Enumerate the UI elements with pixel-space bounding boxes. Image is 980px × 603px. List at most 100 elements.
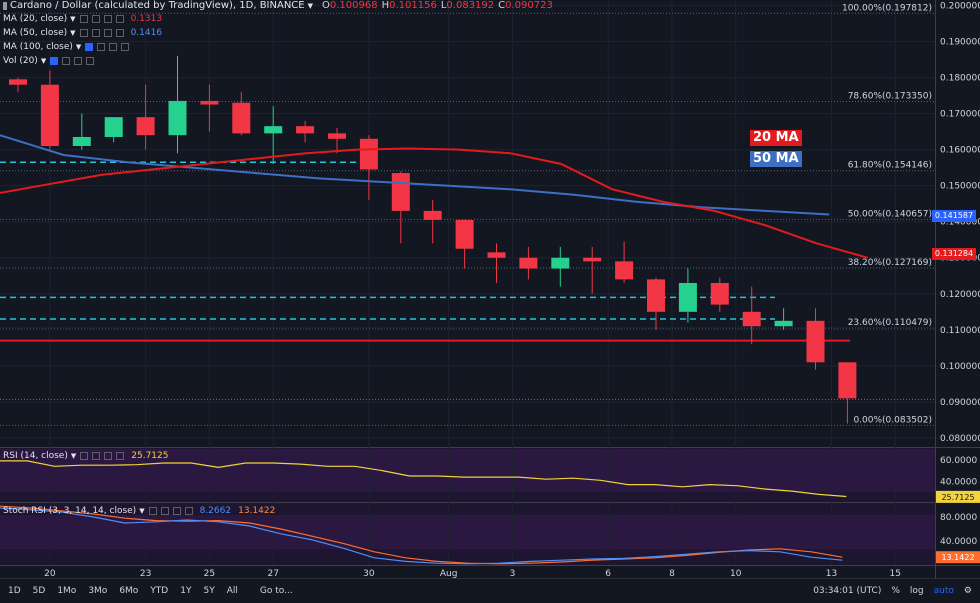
format-icon[interactable] [109,43,118,51]
candle[interactable] [710,277,729,312]
candle[interactable] [264,106,283,165]
candle[interactable] [774,308,793,330]
log-toggle[interactable]: log [909,586,924,596]
candle-body[interactable] [200,100,219,105]
range-button-ytd[interactable]: YTD [150,586,169,596]
candle-body[interactable] [774,320,793,327]
close-icon[interactable] [86,57,95,65]
settings-icon[interactable] [62,57,71,65]
close-icon[interactable] [116,452,125,460]
candle-body[interactable] [647,279,665,312]
candle[interactable] [9,77,27,92]
goto-button[interactable]: Go to... [259,586,293,596]
range-button-all[interactable]: All [226,586,238,596]
chevron-down-icon[interactable]: ▼ [70,452,77,460]
indicator-legend[interactable]: MA (20, close) ▼ 0.1313 [3,14,162,24]
format-icon[interactable] [103,29,112,37]
candle-body[interactable] [9,79,27,85]
candle[interactable] [296,120,315,143]
candle-body[interactable] [678,282,697,312]
candle[interactable] [678,268,697,323]
candle-body[interactable] [391,173,410,211]
candle[interactable] [328,127,346,154]
rsi-legend[interactable]: RSI (14, close) ▼ 25.7125 [3,451,168,461]
indicator-legend[interactable]: MA (100, close) ▼ [3,42,130,52]
candle-body[interactable] [359,138,378,170]
candle-body[interactable] [742,311,761,327]
format-icon[interactable] [104,452,113,460]
candle-body[interactable] [583,257,602,262]
candle[interactable] [519,246,538,280]
chevron-down-icon[interactable]: ▼ [70,29,76,37]
candle[interactable] [72,113,91,150]
time-axis[interactable]: 20 23 25 27 30 Aug 3 6 8 10 13 15 [44,569,901,579]
candle[interactable] [838,362,857,424]
settings-icon[interactable] [148,507,157,515]
candle[interactable] [487,243,506,283]
indicator-legend[interactable]: Vol (20) ▼ [3,56,95,66]
candle[interactable] [423,200,442,244]
settings-icon[interactable] [91,15,100,23]
candle-body[interactable] [136,117,155,136]
horizontal-lines[interactable] [0,161,935,400]
candle-body[interactable] [264,126,283,134]
candle-body[interactable] [40,84,59,146]
candle-body[interactable] [423,210,442,220]
eye-icon[interactable] [79,15,88,23]
close-icon[interactable] [184,507,193,515]
candle[interactable] [583,246,602,294]
candle[interactable] [455,219,474,269]
candle-body[interactable] [455,219,474,249]
chevron-down-icon[interactable]: ▼ [70,15,76,23]
main-chart-svg[interactable]: 100.00%(0.197812) 78.60%(0.173350) 61.80%(… [0,0,980,579]
gear-icon[interactable]: ⚙ [963,586,972,596]
source-icon[interactable] [160,507,169,515]
range-button-3mo[interactable]: 3Mo [88,586,108,596]
candle-body[interactable] [104,117,123,137]
candle[interactable] [232,91,251,136]
chevron-down-icon[interactable]: ▼ [139,507,145,515]
candle-body[interactable] [615,261,634,280]
candle[interactable] [200,84,219,132]
candle-body[interactable] [806,320,825,363]
candle[interactable] [806,308,825,370]
format-icon[interactable] [74,57,83,65]
eye-icon[interactable] [50,57,59,65]
format-icon[interactable] [103,15,112,23]
percent-toggle[interactable]: % [891,586,900,596]
settings-icon[interactable] [80,452,89,460]
candle[interactable] [359,135,378,201]
close-icon[interactable] [121,43,130,51]
eye-icon[interactable] [79,29,88,37]
source-icon[interactable] [92,452,101,460]
candle[interactable] [168,55,187,154]
symbol-legend[interactable]: Cardano / Dollar (calculated by TradingV… [3,0,557,11]
close-icon[interactable] [115,29,124,37]
chevron-down-icon[interactable]: ▼ [307,1,313,10]
candle-body[interactable] [487,252,506,258]
candle-body[interactable] [328,133,346,139]
candle-body[interactable] [296,126,315,134]
candle[interactable] [136,84,155,150]
indicator-legend[interactable]: MA (50, close) ▼ 0.1416 [3,28,162,38]
range-button-5d[interactable]: 5D [32,586,46,596]
close-icon[interactable] [115,15,124,23]
candle-body[interactable] [232,102,251,134]
candle-body[interactable] [710,282,729,305]
candle[interactable] [647,277,665,330]
range-button-5y[interactable]: 5Y [203,586,215,596]
settings-icon[interactable] [91,29,100,37]
auto-toggle[interactable]: auto [933,586,954,596]
candle[interactable] [742,286,761,345]
chevron-down-icon[interactable]: ▼ [40,57,47,65]
candle[interactable] [551,246,570,287]
candle-body[interactable] [838,362,857,399]
eye-icon[interactable] [85,43,94,51]
candle-body[interactable] [519,257,538,269]
chevron-down-icon[interactable]: ▼ [75,43,82,51]
range-button-1y[interactable]: 1Y [180,586,192,596]
stoch-legend[interactable]: Stoch RSI (3, 3, 14, 14, close) ▼ 8.2662… [3,506,275,516]
candle[interactable] [40,70,59,150]
candle-body[interactable] [72,136,91,146]
rsi-indicator[interactable]: 60.0000 40.0000 25.7125 [0,456,980,503]
